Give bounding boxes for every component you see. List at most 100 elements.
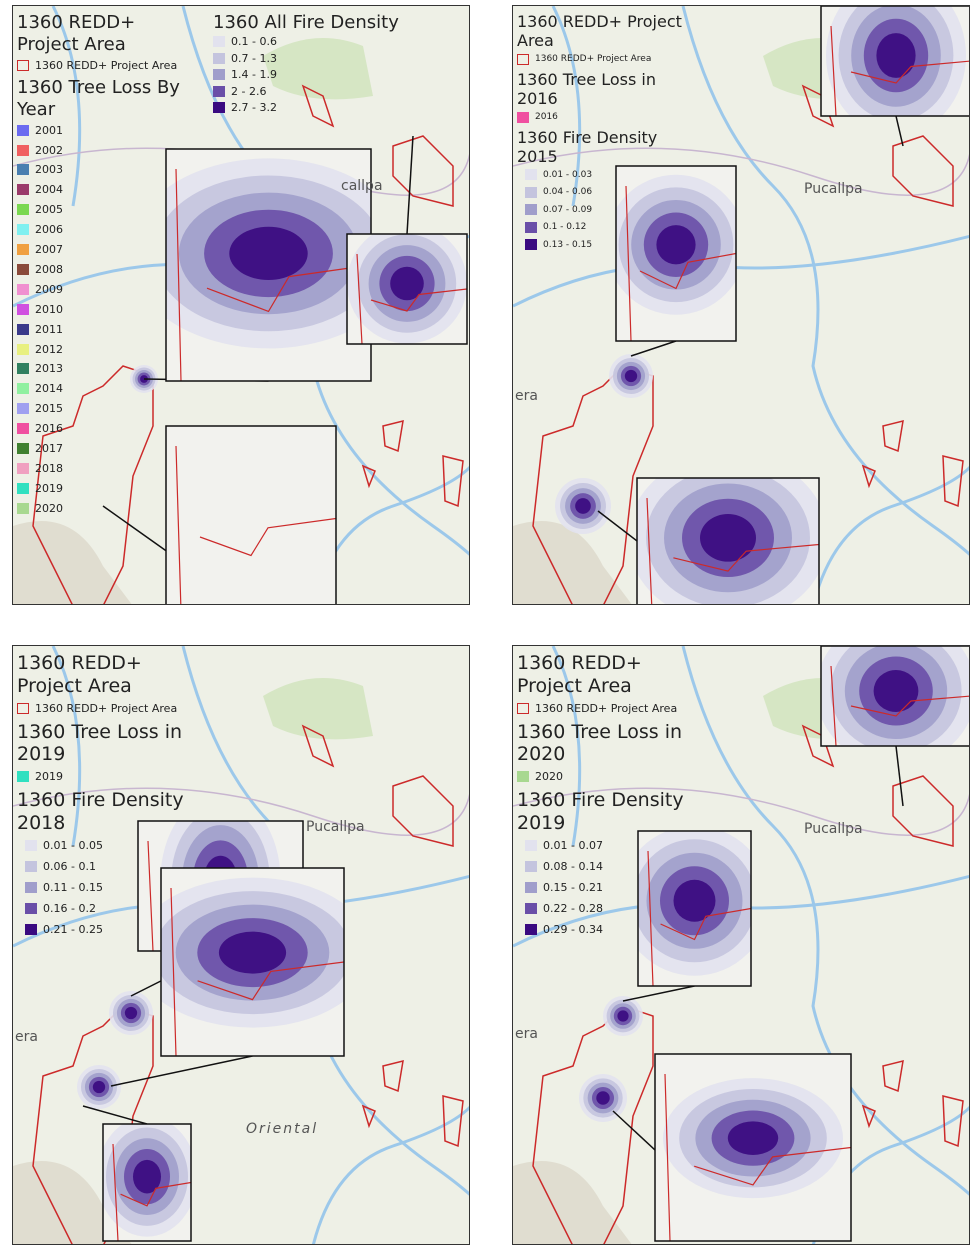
legend-item: 2001 — [17, 120, 192, 140]
legend-item: 2005 — [17, 200, 192, 220]
legend-title: 1360 REDD+ Project Area — [17, 12, 192, 55]
legend-label: 2.7 - 3.2 — [231, 101, 277, 114]
legend-label: 1360 REDD+ Project Area — [35, 702, 177, 715]
legend-swatch — [17, 344, 29, 355]
density-ring — [617, 1010, 628, 1021]
legend-label: 1.4 - 1.9 — [231, 68, 277, 81]
legend-swatch — [525, 861, 537, 872]
legend-item: 2003 — [17, 160, 192, 180]
leader-line — [896, 746, 903, 806]
project-area — [863, 466, 875, 486]
legend-item: 0.04 - 0.06 — [517, 184, 682, 202]
legend-label: 0.29 - 0.34 — [543, 923, 603, 936]
legend-item: 1360 REDD+ Project Area — [517, 698, 697, 719]
legend: 1360 REDD+ Project Area1360 REDD+ Projec… — [517, 650, 697, 940]
legend-item: 1360 REDD+ Project Area — [517, 50, 682, 68]
legend-title: 1360 Tree Loss in 2016 — [517, 70, 682, 108]
legend-item: 0.08 - 0.14 — [517, 856, 697, 877]
legend-item: 1.4 - 1.9 — [213, 67, 413, 84]
map-label: Pucallpa — [804, 821, 863, 837]
density-ring — [700, 514, 756, 562]
legend-item: 0.22 - 0.28 — [517, 898, 697, 919]
project-area — [383, 421, 403, 451]
legend-label: 0.11 - 0.15 — [43, 881, 103, 894]
legend-label: 1360 REDD+ Project Area — [35, 59, 177, 72]
density-ring — [125, 1007, 137, 1019]
density-ring — [93, 1081, 105, 1093]
legend-title: 1360 Tree Loss in 2020 — [517, 721, 697, 767]
legend-swatch — [17, 403, 29, 414]
legend-swatch — [17, 304, 29, 315]
density-ring — [596, 1091, 609, 1104]
legend-swatch — [25, 924, 37, 935]
legend-swatch — [525, 239, 537, 250]
legend-item: 2006 — [17, 220, 192, 240]
legend-swatch — [17, 184, 29, 195]
legend-swatch — [213, 36, 225, 47]
legend-item: 2015 — [17, 399, 192, 419]
legend-swatch — [525, 924, 537, 935]
legend-swatch — [525, 840, 537, 851]
inset — [816, 646, 970, 766]
legend-title: 1360 REDD+ Project Area — [517, 12, 682, 50]
legend-label: 2007 — [35, 243, 63, 256]
legend-label: 0.1 - 0.6 — [231, 35, 277, 48]
legend-item: 2013 — [17, 359, 192, 379]
legend-item: 0.01 - 0.07 — [517, 835, 697, 856]
legend-item: 2010 — [17, 299, 192, 319]
legend-label: 2017 — [35, 442, 63, 455]
legend-swatch — [213, 69, 225, 80]
legend-label: 2004 — [35, 183, 63, 196]
legend-swatch — [17, 244, 29, 255]
legend-swatch — [17, 324, 29, 335]
legend-item: 2016 — [17, 419, 192, 439]
leader-line — [896, 116, 903, 146]
legend-swatch — [17, 771, 29, 782]
leader-line — [111, 1056, 253, 1086]
legend-label: 2 - 2.6 — [231, 85, 266, 98]
legend-item: 2018 — [17, 458, 192, 478]
legend-swatch — [17, 164, 29, 175]
legend-item: 2.7 - 3.2 — [213, 100, 413, 117]
legend-swatch — [525, 204, 537, 215]
legend-label: 2006 — [35, 223, 63, 236]
inset — [628, 453, 828, 605]
density-ring — [874, 670, 919, 712]
legend-item: 0.06 - 0.1 — [17, 856, 197, 877]
legend-label: 2002 — [35, 144, 63, 157]
legend-swatch — [525, 903, 537, 914]
legend-item: 2020 — [517, 766, 697, 787]
legend-label: 2019 — [35, 770, 63, 783]
legend-label: 2013 — [35, 362, 63, 375]
legend-label: 0.04 - 0.06 — [543, 187, 592, 197]
legend-swatch — [17, 264, 29, 275]
legend-item: 2007 — [17, 240, 192, 260]
legend-swatch — [25, 882, 37, 893]
project-area — [363, 1106, 375, 1126]
inset — [347, 224, 467, 345]
legend-item: 2019 — [17, 766, 197, 787]
legend-title: 1360 Fire Density 2015 — [517, 128, 682, 166]
legend-swatch — [213, 102, 225, 113]
legend-swatch — [17, 443, 29, 454]
legend-label: 2015 — [35, 402, 63, 415]
legend-label: 2003 — [35, 163, 63, 176]
map-label: era — [515, 388, 538, 404]
legend-swatch — [17, 224, 29, 235]
project-area — [383, 1061, 403, 1091]
legend-label: 0.1 - 0.12 — [543, 222, 586, 232]
legend-label: 2016 — [35, 422, 63, 435]
legend-swatch — [517, 54, 529, 65]
map-panel: Pucallpaera1360 REDD+ Project Area1360 R… — [512, 645, 970, 1245]
legend: 1360 REDD+ Project Area1360 REDD+ Projec… — [517, 10, 682, 254]
density-ring — [728, 1121, 778, 1155]
legend-item: 0.07 - 0.09 — [517, 201, 682, 219]
legend-label: 2011 — [35, 323, 63, 336]
legend: 1360 REDD+ Project Area 1360 REDD+ Projec… — [17, 10, 192, 518]
legend-swatch — [17, 463, 29, 474]
legend-label: 2010 — [35, 303, 63, 316]
legend-title: 1360 Tree Loss By Year — [17, 77, 192, 120]
legend-label: 2001 — [35, 124, 63, 137]
legend-item: 2002 — [17, 140, 192, 160]
legend-swatch — [17, 503, 29, 514]
